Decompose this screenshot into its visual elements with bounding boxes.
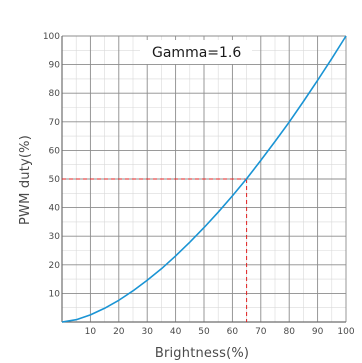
x-tick-label: 10: [85, 327, 97, 337]
y-tick-label: 80: [49, 89, 61, 99]
y-tick-label: 50: [49, 175, 61, 185]
y-tick-label: 10: [49, 289, 61, 299]
x-axis-title: Brightness(%): [155, 346, 249, 361]
gamma-annotation: Gamma=1.6: [152, 45, 241, 61]
x-tick-label: 60: [227, 327, 239, 337]
reference-lines: [62, 178, 248, 322]
tick-labels: 10 20 30 40 50 60 70 80 90 100 10 20 30 40 50 60 70 80 90 1…: [43, 32, 355, 337]
x-tick-label: 100: [337, 327, 354, 337]
y-tick-label: 20: [49, 261, 61, 271]
gamma-curve-line: [61, 35, 347, 323]
x-tick-label: 70: [255, 327, 267, 337]
x-tick-label: 50: [198, 327, 210, 337]
x-tick-label: 40: [170, 327, 182, 337]
y-tick-label: 40: [49, 204, 61, 214]
y-tick-label: 100: [43, 32, 60, 42]
x-tick-label: 90: [312, 327, 324, 337]
y-tick-label: 60: [49, 146, 61, 156]
annotation-background: [140, 40, 252, 64]
y-tick-label: 90: [49, 61, 61, 71]
x-tick-label: 30: [141, 327, 153, 337]
x-tick-label: 20: [113, 327, 125, 337]
y-tick-label: 30: [49, 232, 61, 242]
y-axis-title: PWM duty(%): [18, 135, 33, 225]
x-tick-label: 80: [283, 327, 295, 337]
y-tick-label: 70: [49, 118, 61, 128]
